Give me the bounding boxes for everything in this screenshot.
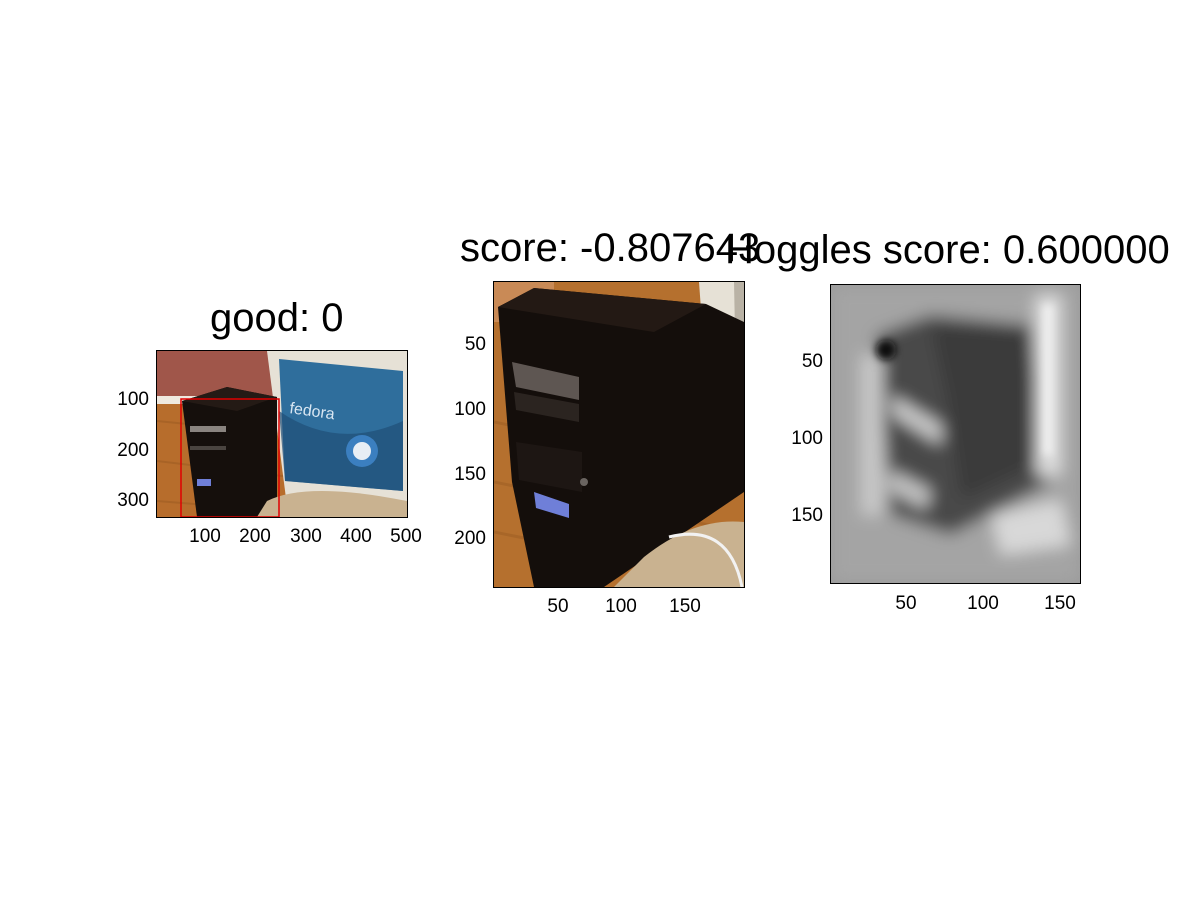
panel-1-axes: fedora xyxy=(156,350,408,518)
screen-fedora-text: fedora xyxy=(288,400,335,423)
detection-box xyxy=(180,398,280,517)
panel-3-ytick: 150 xyxy=(791,505,823,526)
panel-1-xtick: 300 xyxy=(290,526,322,547)
panel-3-axes xyxy=(830,284,1081,584)
panel-1-ytick: 300 xyxy=(117,490,149,511)
panel-2-ytick: 50 xyxy=(464,334,486,355)
panel-3-ytick: 50 xyxy=(801,351,823,372)
panel-1-xtick: 200 xyxy=(239,526,271,547)
panel-1-image: fedora xyxy=(157,351,407,517)
panel-2-ytick: 100 xyxy=(454,399,486,420)
panel-3-xtick: 150 xyxy=(1044,593,1076,614)
panel-1-title: good: 0 xyxy=(210,296,344,340)
panel-2-ytick: 200 xyxy=(454,528,486,549)
panel-1-xtick: 500 xyxy=(390,526,422,547)
panel-3-xtick: 50 xyxy=(895,593,917,614)
panel-1-ytick: 100 xyxy=(117,389,149,410)
panel-2-ytick: 150 xyxy=(454,464,486,485)
panel-2-xtick: 100 xyxy=(605,596,637,617)
panel-3-image xyxy=(831,285,1080,583)
panel-2-title: score: -0.807643 xyxy=(460,226,761,270)
panel-1-xtick: 100 xyxy=(189,526,221,547)
panel-2-axes xyxy=(493,281,745,588)
panel-1-xtick: 400 xyxy=(340,526,372,547)
panel-3-xtick: 100 xyxy=(967,593,999,614)
panel-2-image xyxy=(494,282,744,587)
panel-3-ytick: 100 xyxy=(791,428,823,449)
panel-1-ytick: 200 xyxy=(117,440,149,461)
panel-2-xtick: 50 xyxy=(547,596,569,617)
panel-2-xtick: 150 xyxy=(669,596,701,617)
panel-3-title: Hoggles score: 0.600000 xyxy=(725,228,1170,272)
